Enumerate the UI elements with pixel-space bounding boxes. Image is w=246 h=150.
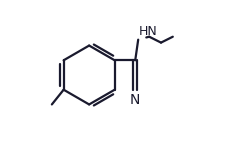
Text: N: N (130, 93, 140, 107)
Text: HN: HN (139, 25, 158, 38)
